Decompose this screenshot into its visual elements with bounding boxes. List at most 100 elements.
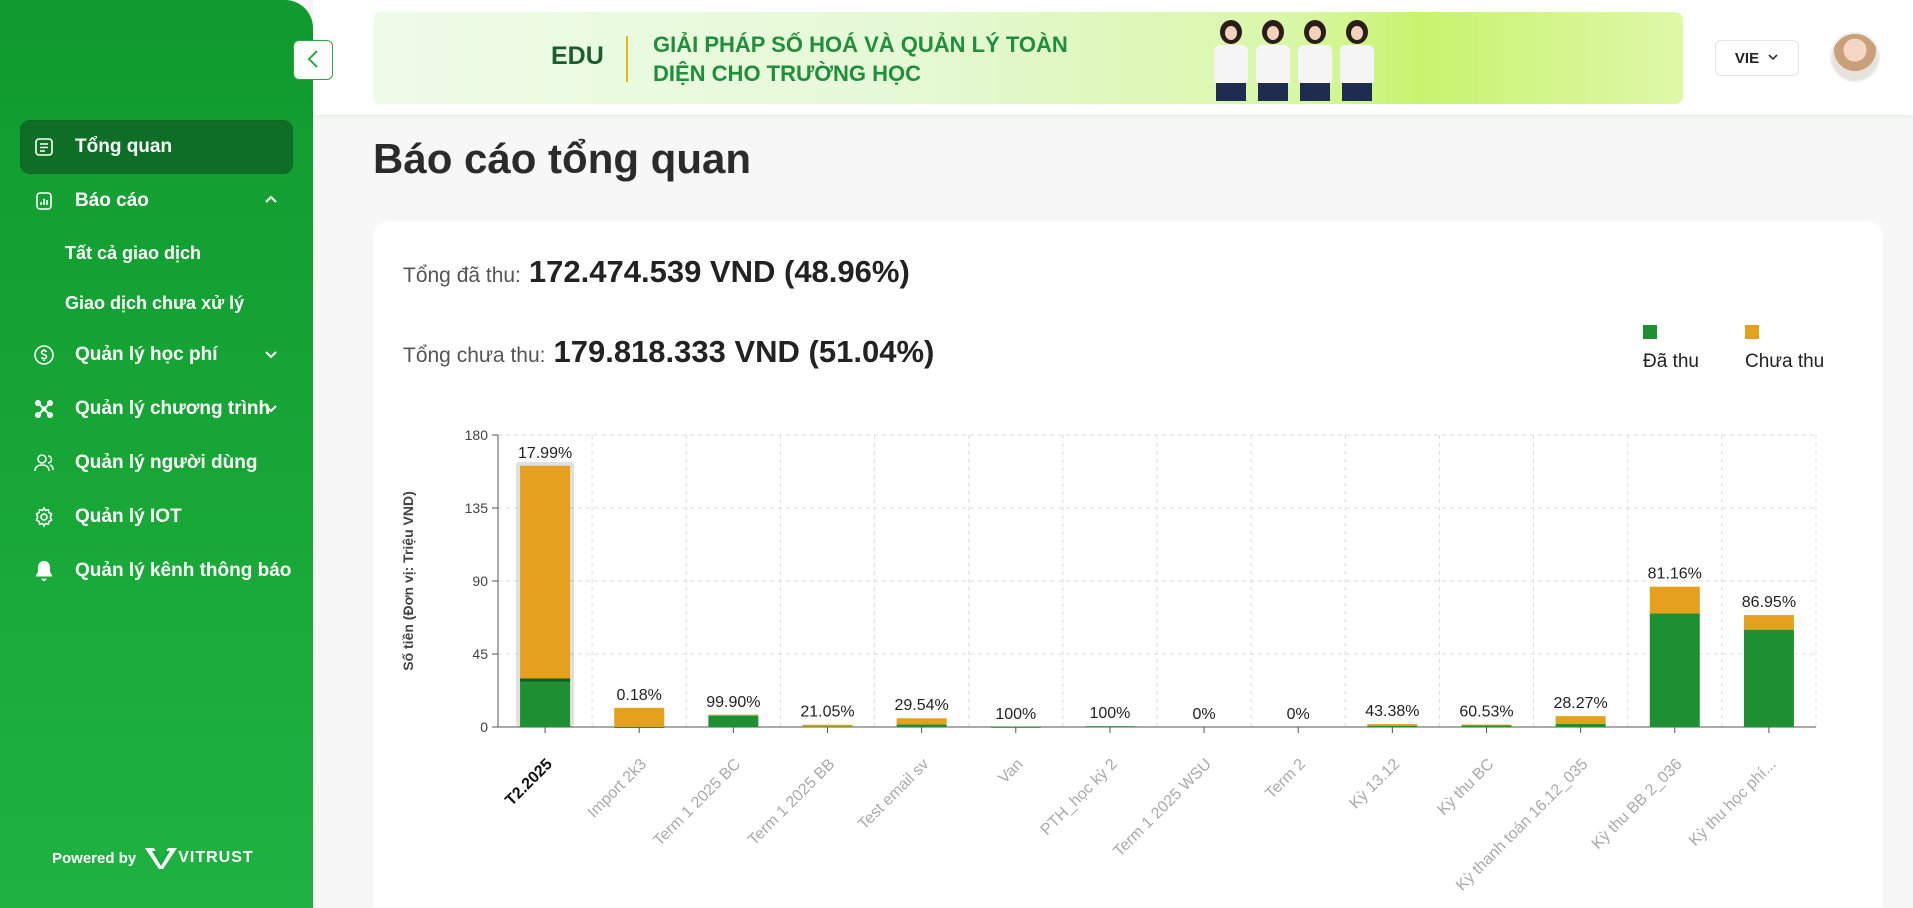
sidebar-item-label: Quản lý chương trình bbox=[75, 398, 270, 420]
vitrust-logo-mark bbox=[144, 846, 178, 870]
bar-percent-label: 28.27% bbox=[1554, 695, 1608, 712]
y-tick-label: 0 bbox=[480, 719, 488, 735]
powered-by: Powered by VITRUST bbox=[52, 846, 254, 870]
sidebar-subitem-pending-transactions[interactable]: Giao dịch chưa xử lý bbox=[20, 278, 293, 328]
chevron-left-icon bbox=[306, 49, 320, 72]
banner-brand: EDU bbox=[551, 42, 604, 71]
bar-uncollected bbox=[708, 715, 758, 716]
sidebar-item-label: Quản lý học phí bbox=[75, 344, 218, 366]
bar-percent-label: 100% bbox=[995, 706, 1036, 723]
bar-percent-label: 0.18% bbox=[617, 687, 662, 704]
bar-percent-label: 43.38% bbox=[1365, 703, 1419, 720]
sidebar-subitem-all-transactions[interactable]: Tất cả giao dịch bbox=[20, 228, 293, 278]
bar-uncollected bbox=[1650, 587, 1700, 614]
sidebar-item-overview[interactable]: Tổng quan bbox=[20, 120, 293, 174]
x-category-label: Test email sv bbox=[855, 756, 932, 833]
language-selector[interactable]: VIE bbox=[1715, 40, 1799, 76]
sidebar-item-tuition[interactable]: Quản lý học phí bbox=[20, 328, 293, 382]
bar-collected bbox=[708, 715, 758, 727]
bar-collected bbox=[897, 724, 947, 727]
x-category-label: PTH_học kỳ 2 bbox=[1038, 756, 1121, 839]
bar-uncollected bbox=[1556, 716, 1606, 724]
bar-percent-label: 81.16% bbox=[1648, 566, 1702, 583]
x-category-label: Van bbox=[995, 756, 1026, 787]
sidebar-item-label: Quản lý người dùng bbox=[75, 452, 257, 474]
y-tick-label: 180 bbox=[465, 427, 489, 443]
bar-uncollected bbox=[897, 718, 947, 724]
x-category-label: Kỳ thu học phí... bbox=[1686, 756, 1780, 850]
x-category-label: Kỳ thu BB 2_036 bbox=[1589, 756, 1686, 853]
gear-icon bbox=[33, 506, 55, 528]
x-category-label: Import 2k3 bbox=[585, 756, 651, 822]
bar-uncollected bbox=[1367, 724, 1417, 726]
chevron-down-icon bbox=[263, 400, 279, 422]
x-category-label: Kỳ 13.12 bbox=[1347, 756, 1404, 813]
sidebar-item-users[interactable]: Quản lý người dùng bbox=[20, 436, 293, 490]
bar-uncollected bbox=[803, 725, 853, 727]
banner-students-image bbox=[1213, 20, 1375, 104]
user-avatar[interactable] bbox=[1830, 32, 1880, 82]
bar-percent-label: 60.53% bbox=[1459, 704, 1513, 721]
y-axis-label: Số tiền (Đơn vị: Triệu VND) bbox=[400, 491, 416, 671]
bar-collected bbox=[1650, 613, 1700, 727]
bar-uncollected bbox=[1744, 615, 1794, 630]
bar-percent-label: 86.95% bbox=[1742, 594, 1796, 611]
sidebar: Tổng quan Báo cáo Tất cả giao dịch Giao … bbox=[0, 0, 313, 908]
y-tick-label: 135 bbox=[465, 500, 489, 516]
bar-uncollected bbox=[1462, 725, 1512, 726]
x-category-label: Term 2 bbox=[1262, 756, 1309, 803]
y-tick-label: 45 bbox=[472, 646, 488, 662]
sidebar-item-reports[interactable]: Báo cáo bbox=[20, 174, 293, 228]
bar-uncollected bbox=[520, 466, 570, 680]
bell-icon bbox=[33, 560, 55, 582]
dollar-circle-icon bbox=[33, 344, 55, 366]
bar-collected bbox=[1556, 724, 1606, 727]
network-icon bbox=[33, 398, 55, 420]
vitrust-logo: VITRUST bbox=[144, 846, 253, 870]
chart-report-icon bbox=[33, 190, 55, 212]
x-category-label: Term 1 2025 BB bbox=[745, 756, 838, 849]
sidebar-item-label: Báo cáo bbox=[75, 190, 149, 212]
bar-percent-label: 17.99% bbox=[518, 445, 572, 462]
bar-percent-label: 0% bbox=[1287, 706, 1310, 723]
promo-banner[interactable]: EDU GIẢI PHÁP SỐ HOÁ VÀ QUẢN LÝ TOÀN DIỆ… bbox=[373, 12, 1683, 104]
overview-card: Tổng đã thu: 172.474.539 VND (48.96%) Tổ… bbox=[373, 221, 1883, 908]
sidebar-menu: Tổng quan Báo cáo Tất cả giao dịch Giao … bbox=[20, 120, 293, 598]
sidebar-item-iot[interactable]: Quản lý IOT bbox=[20, 490, 293, 544]
x-category-label: Term 1 2025 WSU bbox=[1110, 756, 1214, 860]
bar-percent-label: 0% bbox=[1193, 706, 1216, 723]
bar-percent-label: 99.90% bbox=[706, 694, 760, 711]
bar-percent-label: 29.54% bbox=[895, 697, 949, 714]
sidebar-item-label: Tổng quan bbox=[75, 136, 172, 158]
bar-collected bbox=[1462, 726, 1512, 727]
x-category-label: Kỳ thu BC bbox=[1434, 756, 1497, 819]
language-value: VIE bbox=[1735, 50, 1759, 67]
banner-divider bbox=[626, 36, 628, 82]
powered-by-text: Powered by bbox=[52, 850, 136, 867]
bar-collected bbox=[520, 680, 570, 727]
sidebar-item-label: Quản lý IOT bbox=[75, 506, 182, 528]
bar-uncollected bbox=[614, 708, 664, 727]
sidebar-item-label: Quản lý kênh thông báo bbox=[75, 560, 291, 582]
x-category-label: T2.2025 bbox=[502, 756, 556, 810]
chevron-up-icon bbox=[263, 192, 279, 214]
sidebar-item-programs[interactable]: Quản lý chương trình bbox=[20, 382, 293, 436]
banner-slogan: GIẢI PHÁP SỐ HOÁ VÀ QUẢN LÝ TOÀN DIỆN CH… bbox=[653, 30, 1073, 88]
chevron-down-icon bbox=[263, 346, 279, 368]
bar-chart: 0 45 90 135 180 Số tiền (Đơn vị: Triệu VND) 17… bbox=[373, 221, 1883, 908]
users-icon bbox=[33, 452, 55, 474]
page-title: Báo cáo tổng quan bbox=[373, 135, 751, 183]
bar-collected bbox=[1744, 630, 1794, 727]
chevron-down-icon bbox=[1767, 50, 1779, 67]
bar-percent-label: 21.05% bbox=[800, 704, 854, 721]
brand-name: VITRUST bbox=[178, 849, 253, 867]
y-tick-label: 90 bbox=[472, 573, 488, 589]
bar-percent-label: 100% bbox=[1089, 705, 1130, 722]
sidebar-collapse-button[interactable] bbox=[293, 40, 333, 80]
x-category-label: Term 1 2025 BC bbox=[650, 756, 744, 850]
bar-collected bbox=[1367, 726, 1417, 727]
report-icon bbox=[33, 136, 55, 158]
sidebar-subitem-label: Tất cả giao dịch bbox=[65, 243, 201, 264]
sidebar-item-notification-channels[interactable]: Quản lý kênh thông báo bbox=[20, 544, 293, 598]
sidebar-subitem-label: Giao dịch chưa xử lý bbox=[65, 293, 244, 314]
